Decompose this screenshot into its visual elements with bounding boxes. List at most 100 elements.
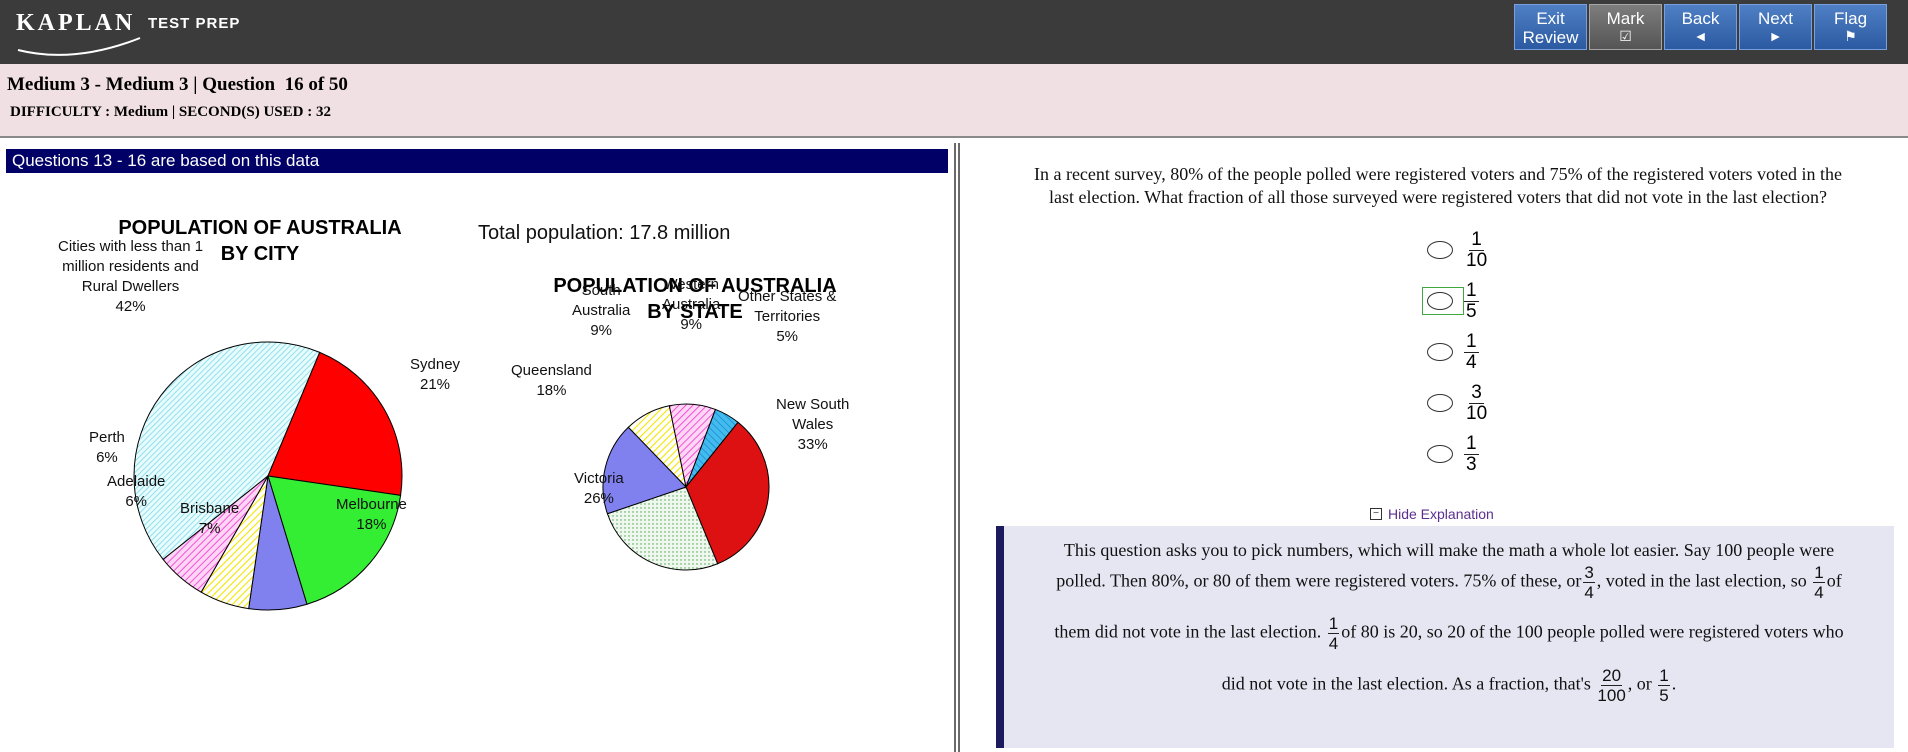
radio-button[interactable] (1427, 241, 1453, 259)
collapse-icon: − (1370, 508, 1382, 520)
question-meta: DIFFICULTY : Medium | SECOND(S) USED : 3… (10, 104, 331, 120)
label-rural-line3: Rural Dwellers (81, 278, 180, 295)
state-chart-title-line2: BY STATE (647, 301, 743, 323)
radio-button-wrapper[interactable] (1422, 236, 1464, 264)
fraction-1-4-b-num: 1 (1327, 614, 1340, 634)
fraction-denominator: 10 (1466, 249, 1488, 271)
next-button[interactable]: Next ► (1739, 4, 1812, 50)
state-chart-title-line1: POPULATION OF AUSTRALIA (553, 275, 837, 297)
logo-swoosh-icon (17, 37, 141, 56)
fraction-1-4-a-num: 1 (1813, 563, 1825, 583)
label-sydney-name: Sydney (410, 356, 461, 373)
answer-choice[interactable]: 1 10 (1427, 227, 1489, 273)
radio-button[interactable] (1427, 292, 1453, 310)
label-melbourne-name: Melbourne (336, 496, 407, 513)
label-victoria: Victoria 26% (574, 469, 624, 509)
explanation-line4: did not vote in the last election. As a … (1004, 666, 1894, 705)
label-wa-line1: Western (663, 276, 719, 293)
fraction-3-4-num: 3 (1583, 563, 1595, 583)
label-other-states: Other States & Territories 5% (738, 287, 836, 347)
fraction-denominator: 4 (1466, 351, 1477, 373)
state-pie-group (602, 403, 770, 571)
logo-subtitle: TEST PREP (148, 15, 241, 32)
radio-button-wrapper[interactable] (1422, 287, 1464, 315)
fraction-1-5-den: 5 (1659, 686, 1669, 705)
explanation-line3: them did not vote in the last election. … (1004, 614, 1894, 653)
label-adelaide-name: Adelaide (107, 473, 166, 490)
question-stem-line2: last election. What fraction of all thos… (1049, 187, 1827, 207)
label-queensland: Queensland 18% (511, 361, 592, 401)
fraction-denominator: 5 (1466, 300, 1477, 322)
city-pie-slice-5 (162, 475, 269, 593)
question-stem: In a recent survey, 80% of the people po… (990, 163, 1886, 209)
radio-button-wrapper[interactable] (1422, 389, 1464, 417)
label-south-australia: South Australia 9% (572, 281, 630, 341)
fraction-numerator: 1 (1469, 228, 1484, 251)
city-pie-group (133, 341, 403, 611)
label-rural-line2: million residents and (62, 258, 199, 275)
fraction-20-100-num: 20 (1601, 666, 1623, 686)
back-button[interactable]: Back ◄ (1664, 4, 1737, 50)
back-label: Back (1681, 9, 1720, 28)
expl-line3-text-b: of 80 is 20, so 20 of the 100 people pol… (1341, 621, 1844, 642)
flag-label: Flag (1833, 9, 1868, 28)
label-victoria-name: Victoria (574, 470, 624, 487)
expl-line3-text-a: them did not vote in the last election. (1054, 621, 1322, 642)
label-adelaide-pct: 6% (125, 493, 148, 510)
label-rural-pct: 42% (115, 298, 146, 315)
explanation-box: This question asks you to pick numbers, … (996, 526, 1894, 748)
label-brisbane-pct: 7% (198, 520, 221, 537)
radio-button-wrapper[interactable] (1422, 338, 1464, 366)
radio-button[interactable] (1427, 394, 1453, 412)
fraction-denominator: 10 (1466, 402, 1488, 424)
explanation-line1: This question asks you to pick numbers, … (1063, 540, 1835, 560)
exit-review-button[interactable]: Exit Review (1514, 4, 1587, 50)
fraction-numerator: 3 (1469, 381, 1484, 404)
checkbox-icon: ☑ (1619, 28, 1632, 44)
radio-button[interactable] (1427, 445, 1453, 463)
hide-explanation-toggle[interactable]: − Hide Explanation (1370, 506, 1494, 522)
question-stem-line1: In a recent survey, 80% of the people po… (1033, 164, 1843, 184)
answer-fraction: 1 10 (1464, 228, 1489, 271)
radio-button-wrapper[interactable] (1422, 440, 1464, 468)
label-wa-line2: Australia (662, 296, 721, 313)
arrow-right-icon: ► (1768, 28, 1783, 44)
label-brisbane: Brisbane 7% (180, 499, 239, 539)
arrow-left-icon: ◄ (1693, 28, 1708, 44)
label-other-pct: 5% (776, 328, 799, 345)
radio-button[interactable] (1427, 343, 1453, 361)
answer-choice[interactable]: 3 10 (1427, 380, 1489, 426)
fraction-20-100-den: 100 (1597, 686, 1626, 705)
label-queensland-pct: 18% (536, 382, 567, 399)
label-western-australia: Western Australia 9% (662, 275, 720, 335)
data-pane: Questions 13 - 16 are based on this data… (0, 143, 956, 752)
pie-charts (133, 341, 770, 611)
label-other-line2: Territories (754, 308, 821, 325)
label-sa-pct: 9% (590, 322, 613, 339)
logo-brand: KAPLAN (16, 10, 136, 36)
label-adelaide: Adelaide 6% (107, 472, 165, 512)
label-perth: Perth 6% (89, 428, 125, 468)
mark-button[interactable]: Mark ☑ (1589, 4, 1662, 50)
expl-line4-text-b: , or (1627, 673, 1652, 694)
label-wa-pct: 9% (680, 316, 703, 333)
label-brisbane-name: Brisbane (180, 500, 240, 517)
flag-button[interactable]: Flag ⚑ (1814, 4, 1887, 50)
city-chart-title: POPULATION OF AUSTRALIA BY CITY (110, 215, 410, 267)
data-banner: Questions 13 - 16 are based on this data (6, 149, 948, 173)
fraction-20-100: 20 100 (1597, 666, 1625, 705)
explanation-line2: polled. Then 80%, or 80 of them were reg… (1004, 563, 1894, 602)
question-title: Medium 3 - Medium 3 | Question 16 of 50 (7, 74, 348, 95)
label-melbourne-pct: 18% (356, 516, 387, 533)
mark-label: Mark (1606, 9, 1645, 28)
fraction-3-4-den: 4 (1584, 583, 1594, 602)
label-queensland-name: Queensland (511, 362, 592, 379)
